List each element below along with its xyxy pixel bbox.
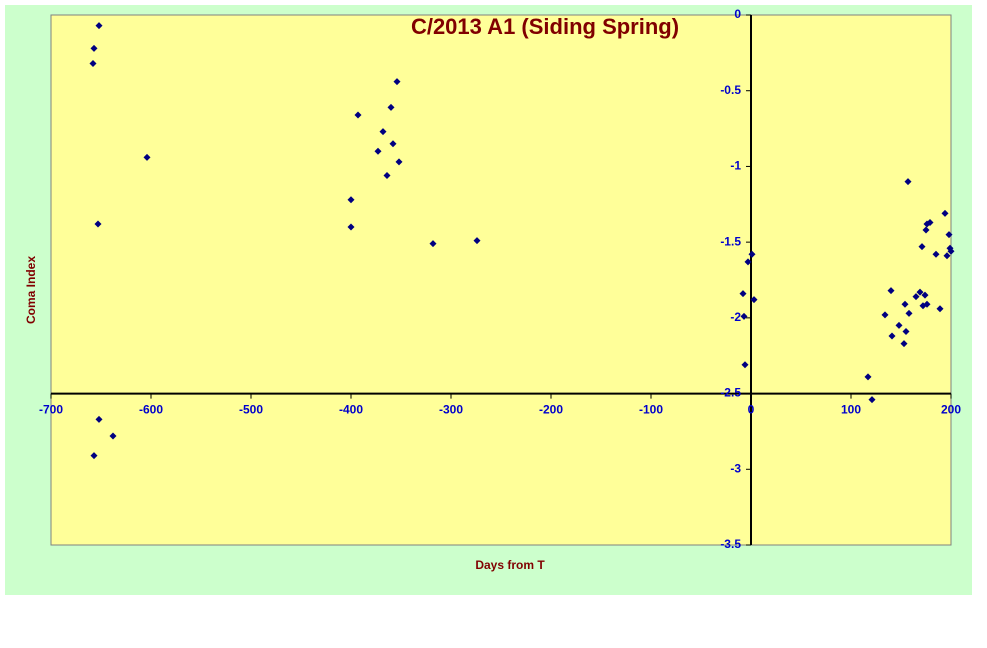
y-tick-label: -3.5 (720, 537, 741, 551)
data-point (748, 250, 756, 258)
y-tick-label: -2.5 (720, 386, 741, 400)
data-point (881, 311, 889, 319)
x-tick-label: -100 (639, 403, 663, 417)
data-point (347, 223, 355, 231)
data-point (864, 373, 872, 381)
x-tick-label: 0 (748, 403, 755, 417)
data-point (94, 220, 102, 228)
data-point (374, 147, 382, 155)
data-point (888, 332, 896, 340)
data-point (901, 300, 909, 308)
data-point (389, 140, 397, 148)
y-tick-label: -2 (730, 310, 741, 324)
data-point (395, 158, 403, 166)
data-point (739, 290, 747, 298)
data-point (109, 432, 117, 440)
data-point (900, 340, 908, 348)
data-point (926, 218, 934, 226)
y-tick-label: 0 (734, 7, 741, 21)
data-point (143, 153, 151, 161)
data-point (904, 178, 912, 186)
y-axis-title: Coma Index (24, 256, 38, 324)
data-point (895, 321, 903, 329)
data-point (945, 231, 953, 239)
data-point (912, 293, 920, 301)
data-point (750, 296, 758, 304)
data-point (347, 196, 355, 204)
data-point (740, 312, 748, 320)
data-point (868, 396, 876, 404)
chart-title: C/2013 A1 (Siding Spring) (411, 14, 679, 39)
x-tick-label: -500 (239, 403, 263, 417)
data-point (922, 226, 930, 234)
data-point (90, 44, 98, 52)
data-point (741, 361, 749, 369)
y-tick-label: -3 (730, 461, 741, 475)
data-point (89, 59, 97, 67)
data-point (393, 78, 401, 86)
x-tick-label: -300 (439, 403, 463, 417)
y-tick-label: -0.5 (720, 83, 741, 97)
data-point (95, 22, 103, 30)
plot-area (50, 14, 952, 546)
data-point (383, 172, 391, 180)
data-point (932, 250, 940, 258)
data-point (90, 452, 98, 460)
data-point (887, 287, 895, 295)
data-point (921, 291, 929, 299)
x-axis-title: Days from T (475, 558, 545, 572)
data-point (354, 111, 362, 119)
x-tick-label: 100 (841, 403, 861, 417)
data-point (923, 300, 931, 308)
x-tick-label: -400 (339, 403, 363, 417)
data-point (379, 128, 387, 136)
x-tick-label: -600 (139, 403, 163, 417)
x-tick-label: 200 (941, 403, 961, 417)
data-point (941, 209, 949, 217)
data-point (473, 237, 481, 245)
data-point (95, 415, 103, 423)
y-tick-label: -1 (730, 159, 741, 173)
data-point (905, 309, 913, 317)
data-point (947, 247, 955, 255)
x-tick-label: -700 (39, 403, 63, 417)
data-point (387, 103, 395, 111)
data-point (902, 327, 910, 335)
data-point (744, 258, 752, 266)
x-tick-label: -200 (539, 403, 563, 417)
data-point (429, 240, 437, 248)
data-point (918, 243, 926, 251)
data-point (943, 252, 951, 260)
data-point (936, 305, 944, 313)
data-point (916, 288, 924, 296)
y-tick-label: -1.5 (720, 234, 741, 248)
